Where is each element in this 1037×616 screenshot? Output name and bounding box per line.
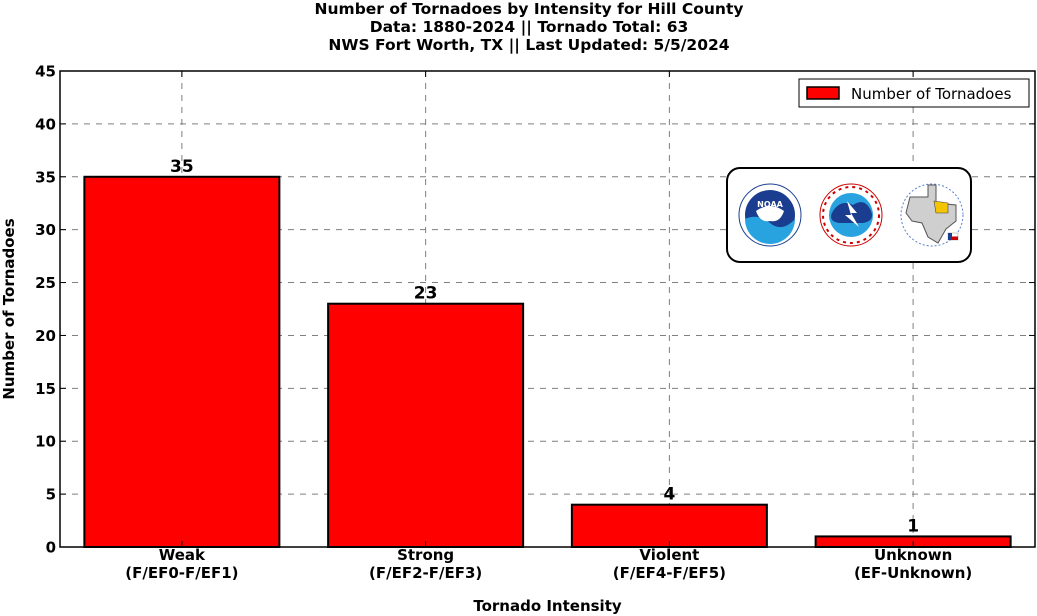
x-tick-label: (F/EF0-F/EF1)	[125, 564, 238, 582]
y-tick-label: 15	[35, 380, 56, 398]
svg-text:NOAA: NOAA	[757, 200, 783, 209]
x-tick-label: (F/EF4-F/EF5)	[613, 564, 726, 582]
x-axis-label: Tornado Intensity	[473, 597, 622, 615]
bar-value-label: 35	[170, 157, 194, 177]
bar-value-label: 1	[907, 516, 919, 536]
title-line-1: Number of Tornadoes by Intensity for Hil…	[314, 0, 744, 18]
x-tick-label: Strong	[397, 546, 454, 564]
legend-swatch	[806, 86, 840, 100]
labels: 0 5 10 15 20 25 30 35 40 45 Weak(F/EF0-F/EF1) Stron…	[0, 63, 972, 616]
x-tick-label: Unknown	[874, 546, 952, 564]
y-tick-label: 25	[35, 274, 56, 292]
x-tick-label: (EF-Unknown)	[854, 564, 972, 582]
bar	[83, 175, 281, 548]
x-tick-label: (F/EF2-F/EF3)	[369, 564, 482, 582]
y-tick-label: 0	[46, 539, 56, 557]
logo-panel: NOAA	[726, 167, 972, 263]
y-tick-label: 45	[35, 63, 56, 81]
legend-label: Number of Tornadoes	[851, 85, 1012, 103]
bar	[327, 302, 525, 549]
y-tick-label: 40	[35, 115, 56, 133]
y-tick-label: 5	[46, 486, 56, 504]
y-axis-label: Number of Tornadoes	[0, 218, 18, 399]
plot-frame	[59, 70, 1036, 548]
bars	[83, 175, 1012, 549]
north-texas-map-logo	[900, 183, 964, 247]
bar	[570, 503, 768, 549]
title-line-2: Data: 1880-2024 || Tornado Total: 63	[369, 18, 689, 36]
y-tick-label: 10	[35, 433, 56, 451]
bar-value-label: 23	[414, 284, 438, 304]
y-tick-label: 35	[35, 168, 56, 186]
x-tick-label: Weak	[159, 546, 206, 564]
legend: Number of Tornadoes	[798, 78, 1030, 108]
bar-value-label: 4	[663, 485, 675, 505]
y-tick-label: 30	[35, 221, 56, 239]
y-tick-label: 20	[35, 327, 56, 345]
title-line-3: NWS Fort Worth, TX || Last Updated: 5/5/…	[328, 36, 730, 54]
x-tick-label: Violent	[639, 546, 699, 564]
national-weather-service-logo	[819, 183, 883, 247]
noaa-logo: NOAA	[738, 183, 802, 247]
